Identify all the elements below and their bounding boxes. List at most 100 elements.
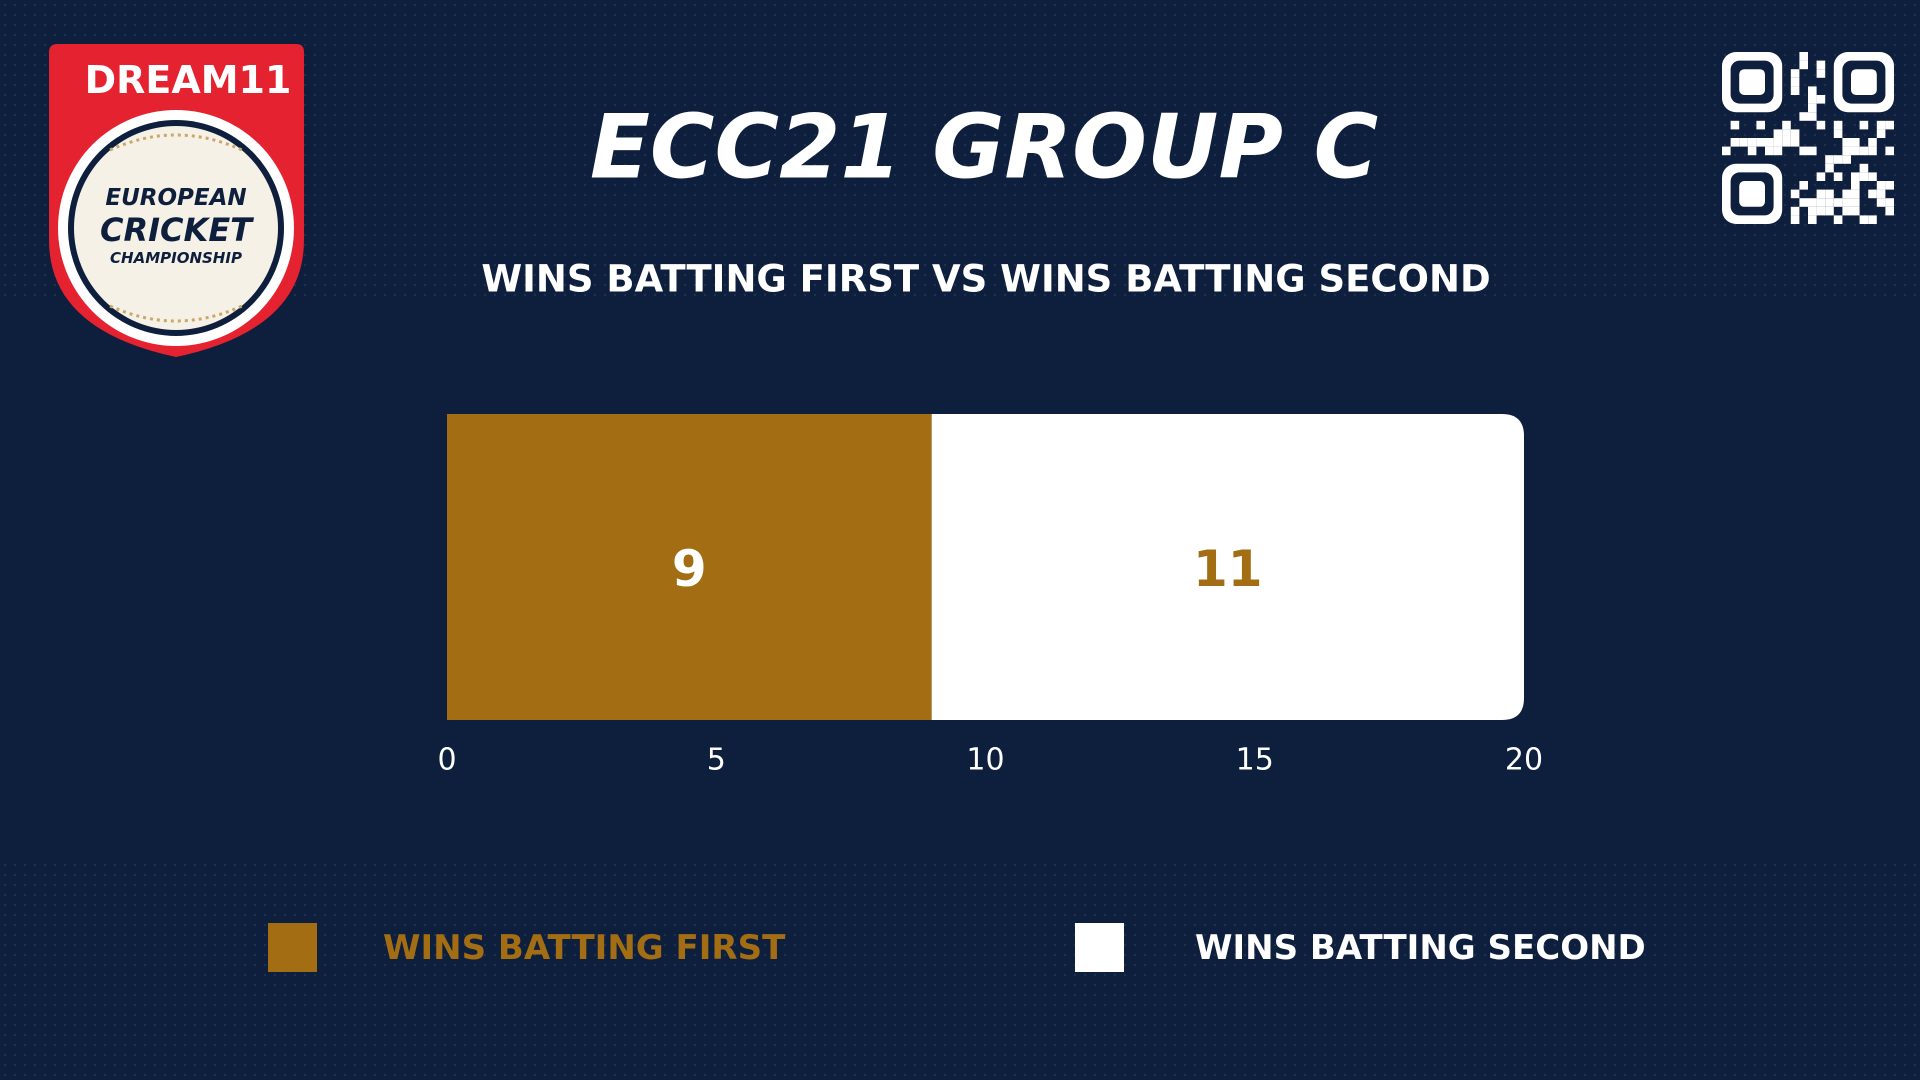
qr-module xyxy=(1868,172,1877,181)
x-tick-label: 5 xyxy=(707,743,726,778)
qr-module xyxy=(1842,155,1851,164)
qr-module xyxy=(1859,215,1869,224)
qr-module xyxy=(1842,189,1851,199)
chart-subtitle: WINS BATTING FIRST VS WINS BATTING SECON… xyxy=(481,258,1490,301)
qr-module xyxy=(1825,206,1834,216)
qr-module xyxy=(1825,155,1834,164)
qr-module xyxy=(1885,198,1894,207)
x-tick-label: 15 xyxy=(1236,743,1274,778)
qr-module xyxy=(1885,181,1894,190)
qr-module xyxy=(1876,129,1886,138)
qr-module xyxy=(1842,198,1851,207)
qr-module xyxy=(1790,138,1800,147)
qr-module xyxy=(1773,129,1783,138)
qr-module xyxy=(1833,215,1843,224)
x-tick-label: 10 xyxy=(966,743,1004,778)
logo: DREAM11 EUROPEAN CRICKET CHAMPIONSHIP xyxy=(49,44,304,357)
qr-module xyxy=(1876,181,1886,190)
legend-swatch xyxy=(1075,923,1124,972)
qr-module xyxy=(1816,172,1826,181)
qr-module xyxy=(1859,146,1869,156)
qr-module xyxy=(1833,129,1843,138)
qr-module xyxy=(1876,189,1886,199)
qr-module xyxy=(1790,77,1800,87)
qr-module xyxy=(1790,86,1800,95)
qr-module xyxy=(1816,206,1826,216)
qr-module xyxy=(1885,120,1894,130)
logo-line: CHAMPIONSHIP xyxy=(110,249,242,267)
qr-module xyxy=(1876,120,1886,130)
data-label: 9 xyxy=(672,540,707,598)
qr-module xyxy=(1816,95,1826,104)
x-tick-label: 20 xyxy=(1505,743,1543,778)
plot: 0 5 10 15 20 9 11 xyxy=(437,414,1543,778)
qr-module xyxy=(1799,52,1808,61)
qr-module xyxy=(1808,215,1817,224)
qr-module xyxy=(1799,181,1808,190)
qr-module xyxy=(1868,215,1877,224)
chart-title: ECC21 GROUP C xyxy=(590,96,1378,199)
qr-module xyxy=(1808,146,1817,156)
logo-line: CRICKET xyxy=(100,211,254,249)
qr-module xyxy=(1842,206,1851,216)
qr-module xyxy=(1730,138,1740,147)
qr-module xyxy=(1747,138,1757,147)
qr-module xyxy=(1816,198,1826,207)
qr-module xyxy=(1825,189,1834,199)
qr-module xyxy=(1816,120,1826,130)
qr-module xyxy=(1739,138,1748,147)
qr-module xyxy=(1842,138,1851,147)
qr-module xyxy=(1808,206,1817,216)
qr-module xyxy=(1790,189,1800,199)
qr-module xyxy=(1782,138,1791,147)
qr-module xyxy=(1851,189,1860,199)
legend-swatch xyxy=(268,923,317,972)
x-tick-label: 0 xyxy=(437,743,456,778)
qr-module xyxy=(1842,146,1851,156)
bar-segment xyxy=(447,414,932,720)
logo-line: EUROPEAN xyxy=(105,185,246,211)
qr-module xyxy=(1851,138,1860,147)
qr-module xyxy=(1825,163,1834,173)
qr-module xyxy=(1833,198,1843,207)
qr-module xyxy=(1816,60,1826,70)
qr-module xyxy=(1816,69,1826,78)
qr-module xyxy=(1756,138,1765,147)
qr-module xyxy=(1747,146,1757,156)
qr-module xyxy=(1868,138,1877,147)
qr-module xyxy=(1799,146,1808,156)
qr-module xyxy=(1859,172,1869,181)
legend: WINS BATTING FIRST WINS BATTING SECOND xyxy=(268,923,1646,972)
qr-module xyxy=(1808,198,1817,207)
qr-module xyxy=(1859,163,1869,173)
qr-module xyxy=(1808,103,1817,113)
qr-module xyxy=(1859,120,1869,130)
qr-module xyxy=(1851,206,1860,216)
qr-module xyxy=(1765,146,1774,156)
qr-module xyxy=(1722,146,1731,156)
qr-module xyxy=(1790,206,1800,216)
qr-module xyxy=(1730,120,1740,130)
qr-module xyxy=(1868,189,1877,199)
qr-module xyxy=(1799,198,1808,207)
qr-module xyxy=(1868,146,1877,156)
qr-module xyxy=(1833,120,1843,130)
legend-label: WINS BATTING SECOND xyxy=(1195,928,1646,968)
qr-module xyxy=(1799,112,1808,121)
logo-ball xyxy=(74,126,278,330)
qr-finder xyxy=(1851,69,1877,95)
qr-code xyxy=(1722,52,1894,224)
logo-brand: DREAM11 xyxy=(85,58,292,102)
qr-module xyxy=(1833,155,1843,164)
qr-module xyxy=(1851,198,1860,207)
qr-module xyxy=(1799,60,1808,70)
qr-module xyxy=(1885,206,1894,216)
bar-segment xyxy=(931,414,1524,720)
legend-label: WINS BATTING FIRST xyxy=(383,928,786,968)
qr-module xyxy=(1851,181,1860,190)
qr-module xyxy=(1885,146,1894,156)
qr-module xyxy=(1790,129,1800,138)
qr-module xyxy=(1782,120,1791,130)
qr-module xyxy=(1808,95,1817,104)
